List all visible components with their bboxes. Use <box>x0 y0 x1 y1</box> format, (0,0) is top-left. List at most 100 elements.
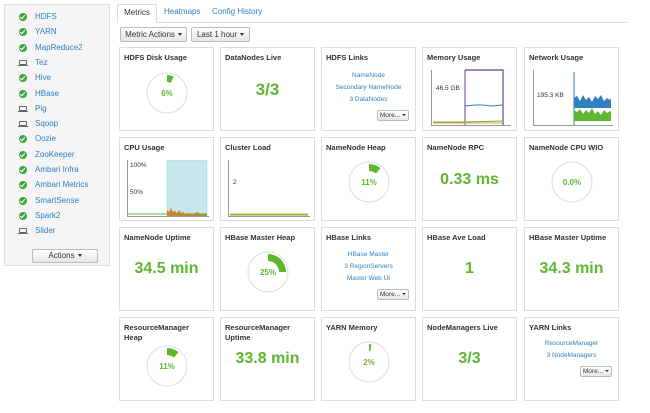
status-ok-icon <box>19 211 27 220</box>
widget-datanodes-live[interactable]: DataNodes Live 3/3 <box>220 47 315 131</box>
widget-hbase-ave-load[interactable]: HBase Ave Load 1 <box>422 227 517 311</box>
widget-title: Memory Usage <box>427 53 481 62</box>
widget-title: HBase Master Uptime <box>529 233 607 242</box>
cpu-label-mid: 50% <box>130 189 143 196</box>
sidebar-item-spark2[interactable]: Spark2 <box>5 208 109 224</box>
tab-config-history[interactable]: Config History <box>212 7 263 16</box>
widget-title: NodeManagers Live <box>427 323 498 332</box>
more-label: More... <box>582 368 604 375</box>
sidebar-item-oozie[interactable]: Oozie <box>5 131 109 147</box>
sidebar-item-slider[interactable]: Slider <box>5 223 109 239</box>
caret-down-icon <box>177 33 182 37</box>
hdfs-more-button[interactable]: More... <box>377 110 409 121</box>
widget-hbase-master-uptime[interactable]: HBase Master Uptime 34.3 min <box>524 227 619 311</box>
yarn-memory-pie: 2% <box>348 341 390 383</box>
link-namenode[interactable]: NameNode <box>352 72 385 79</box>
widget-namenode-cpu-wio[interactable]: NameNode CPU WIO 0.0% <box>524 137 619 221</box>
network-usage-label: 195.3 KB <box>537 92 564 99</box>
sidebar-item-label: Hive <box>35 73 52 83</box>
sidebar-item-label: Tez <box>35 57 48 67</box>
sidebar-actions-button[interactable]: Actions <box>32 249 98 263</box>
sidebar-item-label: Ambari Metrics <box>35 180 89 190</box>
widget-hbase-links: HBase Links HBase Master 3 RegionServers… <box>321 227 416 311</box>
hbase-master-heap-pie: 25% <box>247 251 289 293</box>
laptop-icon <box>18 59 28 66</box>
caret-down-icon <box>402 293 407 296</box>
widget-namenode-rpc[interactable]: NameNode RPC 0.33 ms <box>422 137 517 221</box>
widget-hbase-master-heap[interactable]: HBase Master Heap 25% <box>220 227 315 311</box>
sidebar-item-label: Sqoop <box>35 119 59 129</box>
cpu-label-top: 100% <box>130 162 147 169</box>
time-range-button[interactable]: Last 1 hour <box>191 27 250 42</box>
sidebar-item-label: Oozie <box>35 134 56 144</box>
link-regionservers[interactable]: 3 RegionServers <box>344 263 393 270</box>
time-range-label: Last 1 hour <box>196 30 238 39</box>
sidebar-item-zookeeper[interactable]: ZooKeeper <box>5 147 109 163</box>
sidebar-item-label: Ambari Infra <box>35 165 79 174</box>
widget-resourcemanager-heap[interactable]: ResourceManager Heap 11% <box>119 317 214 401</box>
sidebar-item-hbase[interactable]: HBase <box>5 86 109 102</box>
pie-percent-label: 11% <box>361 178 377 187</box>
widget-title: ResourceManager Uptime <box>225 323 291 342</box>
status-ok-icon <box>19 28 27 37</box>
widget-hdfs-disk-usage[interactable]: HDFS Disk Usage 6% <box>119 47 214 131</box>
link-hbase-master[interactable]: HBase Master <box>347 251 390 258</box>
widget-title: DataNodes Live <box>225 53 282 62</box>
hbase-more-button[interactable]: More... <box>377 289 409 300</box>
metric-actions-button[interactable]: Metric Actions <box>120 27 187 42</box>
link-nodemanagers[interactable]: 3 NodeManagers <box>546 352 597 359</box>
widget-title: HBase Ave Load <box>427 233 486 242</box>
link-resourcemanager[interactable]: ResourceManager <box>544 340 599 347</box>
sidebar-item-label: Spark2 <box>35 210 61 220</box>
more-label: More... <box>379 291 401 298</box>
widget-title: HDFS Links <box>326 53 369 62</box>
sidebar-item-sqoop[interactable]: Sqoop <box>5 116 109 132</box>
widget-network-usage[interactable]: Network Usage 195.3 KB <box>524 47 619 131</box>
widget-yarn-memory[interactable]: YARN Memory 2% <box>321 317 416 401</box>
sidebar-item-ambari-infra[interactable]: Ambari Infra <box>5 162 109 178</box>
resourcemanager-uptime-value: 33.8 min <box>235 350 300 367</box>
widget-title: NameNode Heap <box>326 143 386 152</box>
widget-title: YARN Links <box>529 323 572 332</box>
sidebar-item-tez[interactable]: Tez <box>5 55 109 71</box>
link-datanodes[interactable]: 3 DataNodes <box>349 96 388 103</box>
sidebar-item-mapreduce2[interactable]: MapReduce2 <box>5 40 109 56</box>
tab-heatmaps[interactable]: Heatmaps <box>164 7 201 16</box>
laptop-icon <box>18 228 28 235</box>
link-master-web-ui[interactable]: Master Web UI <box>346 275 391 282</box>
services-sidebar: HDFS YARN MapReduce2 Tez Hive HBase Pig Sqoop Oo… <box>4 4 110 266</box>
widget-namenode-heap[interactable]: NameNode Heap 11% <box>321 137 416 221</box>
service-tabs: Metrics Heatmaps Config History <box>117 4 627 23</box>
cpu-usage-graph: 100% 50% <box>127 160 209 217</box>
widget-title: NameNode Uptime <box>124 233 191 242</box>
sidebar-item-yarn[interactable]: YARN <box>5 24 109 40</box>
widget-namenode-uptime[interactable]: NameNode Uptime 34.5 min <box>119 227 214 311</box>
pie-percent-label: 2% <box>363 358 375 367</box>
widget-title: ResourceManager Heap <box>124 323 190 342</box>
widget-cpu-usage[interactable]: CPU Usage 100% 50% <box>119 137 214 221</box>
namenode-rpc-value: 0.33 ms <box>440 171 499 188</box>
widget-cluster-load[interactable]: Cluster Load 2 <box>220 137 315 221</box>
pie-percent-label: 25% <box>260 268 276 277</box>
widget-resourcemanager-uptime[interactable]: ResourceManager Uptime 33.8 min <box>220 317 315 401</box>
sidebar-item-smartsense[interactable]: SmartSense <box>5 193 109 209</box>
tab-metrics[interactable]: Metrics <box>117 4 157 23</box>
link-secondary-namenode[interactable]: Secondary NameNode <box>335 84 402 91</box>
status-ok-icon <box>19 135 27 144</box>
widget-title: Network Usage <box>529 53 584 62</box>
network-usage-graph: 195.3 KB <box>533 70 613 126</box>
widget-memory-usage[interactable]: Memory Usage 46.5 GB <box>422 47 517 131</box>
memory-usage-label: 46.5 GB <box>436 85 460 92</box>
widget-nodemanagers-live[interactable]: NodeManagers Live 3/3 <box>422 317 517 401</box>
sidebar-item-pig[interactable]: Pig <box>5 101 109 117</box>
datanodes-live-value: 3/3 <box>255 80 280 99</box>
sidebar-item-hdfs[interactable]: HDFS <box>5 9 109 25</box>
sidebar-item-hive[interactable]: Hive <box>5 70 109 86</box>
nodemanagers-live-value: 3/3 <box>458 350 481 367</box>
pie-percent-label: 6% <box>161 89 173 98</box>
sidebar-item-ambari-metrics[interactable]: Ambari Metrics <box>5 177 109 193</box>
widget-hdfs-links: HDFS Links NameNode Secondary NameNode 3… <box>321 47 416 131</box>
yarn-more-button[interactable]: More... <box>580 366 612 377</box>
caret-down-icon <box>240 33 245 37</box>
hbase-ave-load-value: 1 <box>465 260 474 277</box>
